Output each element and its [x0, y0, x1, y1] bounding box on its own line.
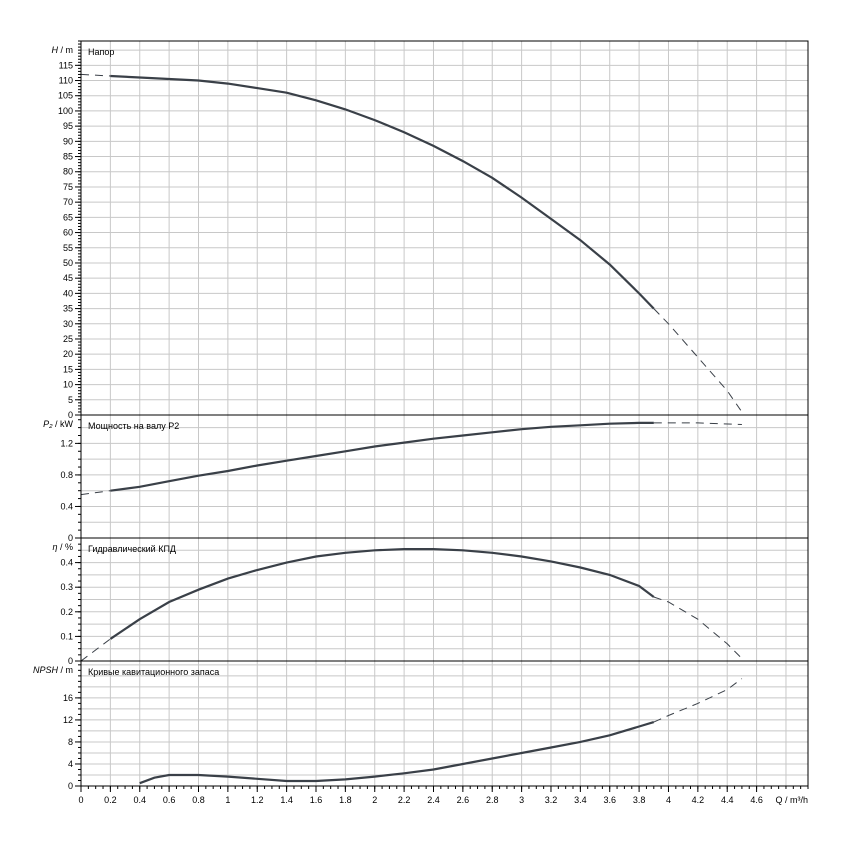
y-axis-symbol: η	[52, 542, 57, 552]
x-tick-label: 0	[78, 795, 83, 805]
x-tick-label: 3.2	[545, 795, 558, 805]
x-tick-label: 4.4	[721, 795, 734, 805]
curve-dashed-start	[80, 638, 111, 662]
curve-dashed-end	[653, 596, 743, 659]
y-tick-label: 0	[68, 410, 73, 420]
y-axis-label: H / m	[52, 45, 74, 55]
y-axis-symbol: H	[52, 45, 59, 55]
curve-dashed-end	[653, 422, 742, 425]
curve-dashed-end	[653, 308, 743, 413]
x-tick-label: 4	[666, 795, 671, 805]
panel-title: Гидравлический КПД	[88, 544, 176, 554]
y-tick-label: 80	[63, 167, 73, 177]
curve-solid	[139, 721, 655, 785]
panel-title: Напор	[88, 47, 114, 57]
curve-dashed-end	[653, 678, 743, 723]
y-tick-label: 70	[63, 197, 73, 207]
y-tick-label: 110	[59, 76, 73, 86]
y-tick-label: 4	[68, 759, 73, 769]
x-axis-label: Q / m³/h	[775, 795, 808, 805]
y-tick-label: 50	[63, 258, 73, 268]
panel-title: Мощность на валу P2	[88, 421, 179, 431]
x-tick-label: 0.2	[104, 795, 117, 805]
y-tick-label: 105	[58, 91, 73, 101]
x-tick-label: 0.4	[133, 795, 146, 805]
x-tick-label: 2.6	[457, 795, 470, 805]
x-tick-label: 3.4	[574, 795, 587, 805]
y-tick-label: 12	[63, 715, 73, 725]
y-tick-label: 10	[63, 380, 73, 390]
y-tick-label: 60	[63, 228, 73, 238]
x-tick-label: 1.2	[251, 795, 264, 805]
y-tick-label: 20	[63, 349, 73, 359]
y-tick-label: 40	[63, 288, 73, 298]
y-axis-label: η / %	[52, 542, 73, 552]
x-tick-label: 1	[225, 795, 230, 805]
x-tick-label: 0.8	[192, 795, 205, 805]
y-tick-label: 65	[63, 212, 73, 222]
x-tick-label: 3.6	[603, 795, 616, 805]
y-axis-symbol: NPSH	[33, 665, 59, 675]
y-axis-unit: / m	[58, 665, 73, 675]
panel-title: Кривые кавитационного запаса	[88, 667, 219, 677]
y-tick-label: 115	[59, 60, 73, 70]
x-tick-label: 1.8	[339, 795, 352, 805]
y-tick-label: 0.4	[60, 501, 73, 511]
x-tick-label: 1.6	[310, 795, 323, 805]
y-axis-unit: / kW	[53, 419, 74, 429]
y-axis-label: P₂ / kW	[43, 419, 73, 429]
x-tick-label: 2.4	[427, 795, 440, 805]
y-tick-label: 0.1	[60, 631, 73, 641]
y-axis-unit: / %	[57, 542, 73, 552]
y-tick-label: 15	[63, 364, 73, 374]
x-tick-label: 2.8	[486, 795, 499, 805]
curve-solid	[110, 421, 654, 492]
y-tick-label: 55	[63, 243, 73, 253]
y-tick-label: 8	[68, 737, 73, 747]
x-tick-label: 0.6	[163, 795, 176, 805]
y-tick-label: 90	[63, 136, 73, 146]
x-tick-label: 2	[372, 795, 377, 805]
x-tick-label: 4.6	[750, 795, 763, 805]
panel-border	[80, 40, 809, 416]
y-axis-unit: / m	[58, 45, 73, 55]
x-tick-label: 4.2	[692, 795, 705, 805]
y-tick-label: 30	[63, 319, 73, 329]
x-tick-label: 3	[519, 795, 524, 805]
y-tick-label: 45	[63, 273, 73, 283]
x-tick-label: 1.4	[280, 795, 293, 805]
y-tick-label: 0.8	[60, 470, 73, 480]
y-tick-label: 95	[63, 121, 73, 131]
y-tick-label: 75	[63, 182, 73, 192]
y-tick-label: 0.3	[60, 582, 73, 592]
y-tick-label: 1.2	[60, 438, 73, 448]
x-tick-label: 2.2	[398, 795, 411, 805]
curve-solid	[109, 548, 655, 640]
y-tick-label: 100	[58, 106, 73, 116]
y-tick-label: 35	[63, 304, 73, 314]
y-axis-label: NPSH / m	[33, 665, 73, 675]
curve-solid	[110, 74, 655, 310]
x-tick-label: 3.8	[633, 795, 646, 805]
y-axis-symbol: P₂	[43, 419, 53, 429]
y-tick-label: 0	[68, 533, 73, 543]
y-tick-label: 0.2	[60, 607, 73, 617]
y-tick-label: 16	[63, 693, 73, 703]
y-tick-label: 0	[68, 781, 73, 791]
curve-dashed-start	[80, 73, 111, 77]
y-tick-label: 25	[63, 334, 73, 344]
y-tick-label: 5	[68, 395, 73, 405]
y-tick-label: 0	[68, 656, 73, 666]
curve-dashed-start	[80, 490, 111, 496]
y-tick-label: 0.4	[60, 558, 73, 568]
panel-border	[80, 660, 809, 787]
y-tick-label: 85	[63, 152, 73, 162]
